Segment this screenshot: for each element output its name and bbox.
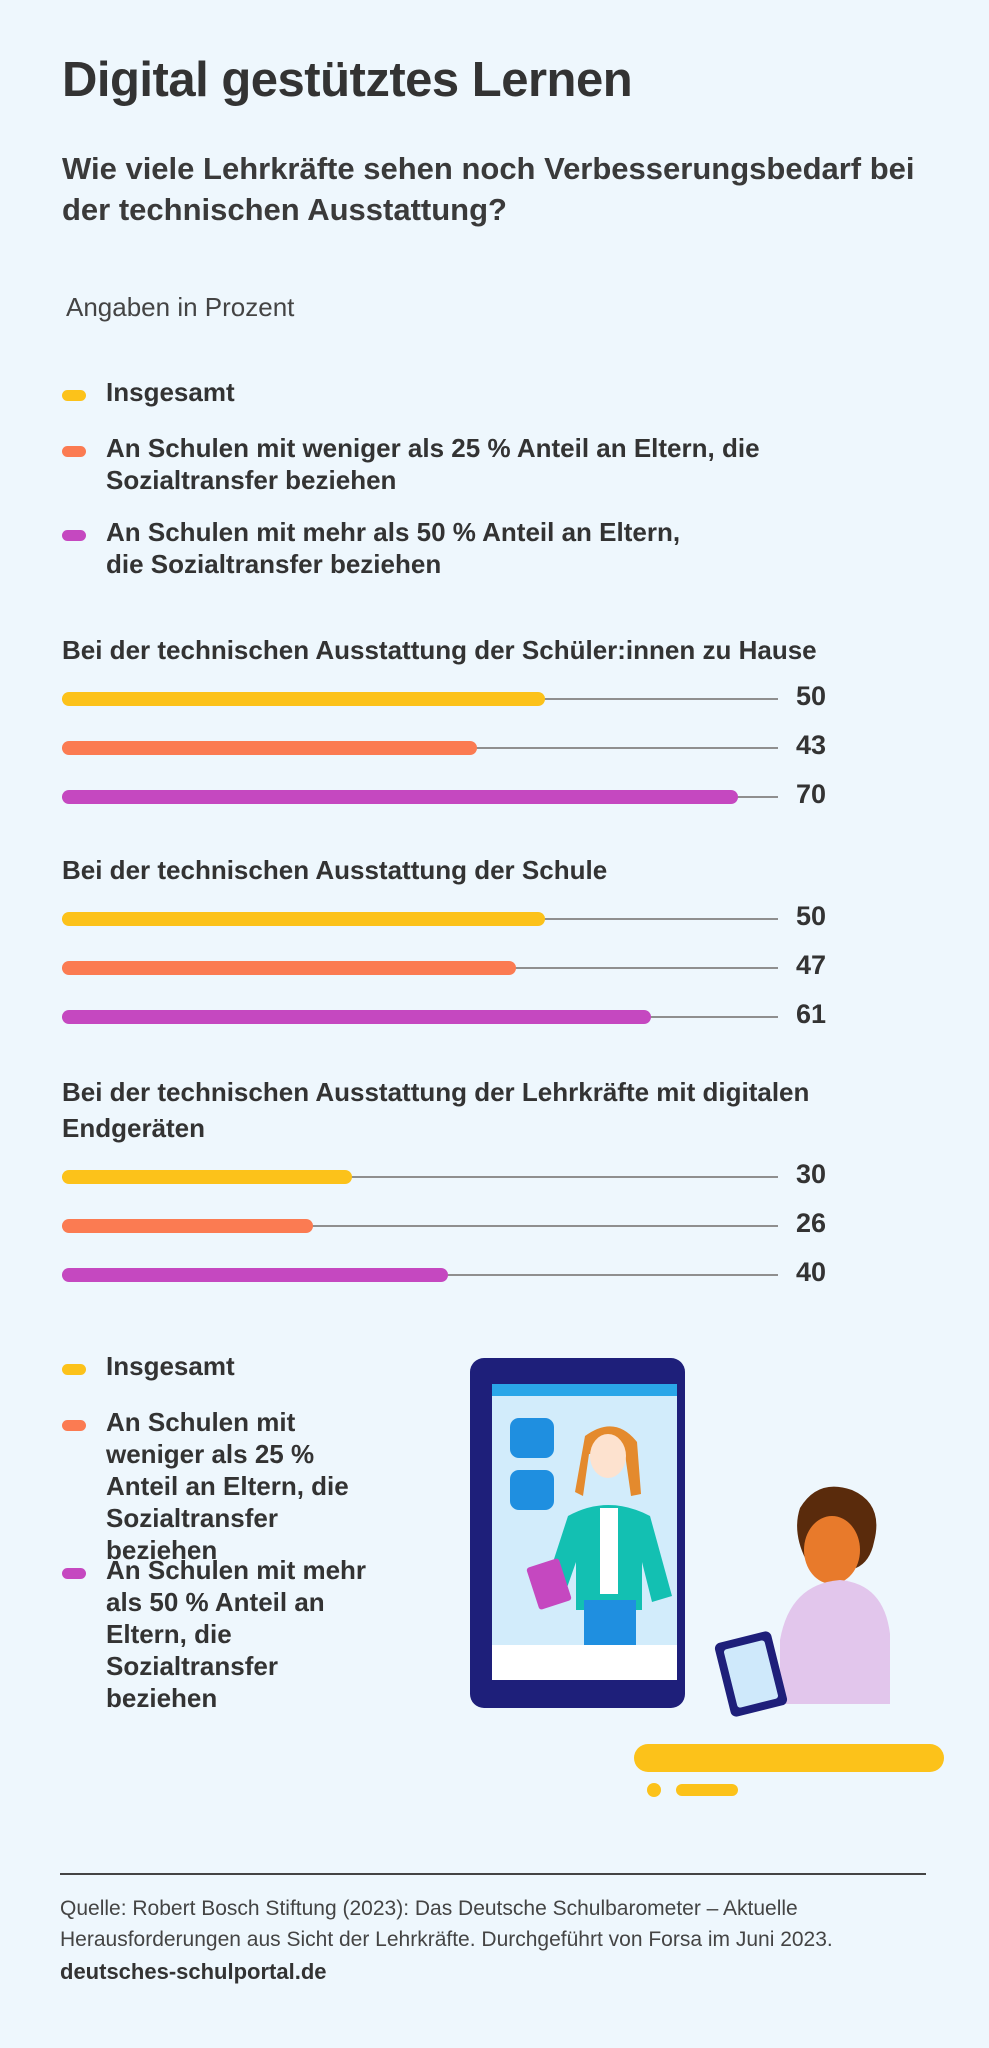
bar-row: 43 xyxy=(62,730,942,763)
bar xyxy=(62,1268,448,1282)
chart-title: Digital gestütztes Lernen xyxy=(62,53,633,107)
legend-swatch xyxy=(62,1568,86,1579)
bar-row: 47 xyxy=(62,950,942,983)
bar xyxy=(62,961,516,975)
legend-item-insgesamt: Insgesamt xyxy=(62,1350,235,1382)
legend-label: An Schulen mit weniger als 25 % Anteil a… xyxy=(106,433,760,495)
legend-item-insgesamt: Insgesamt xyxy=(62,376,235,408)
tablet-top-strip xyxy=(492,1384,677,1396)
bar xyxy=(62,912,545,926)
bar-value-label: 61 xyxy=(796,999,827,1029)
legend-item-under-25: An Schulen mit weniger als 25 % Anteil a… xyxy=(62,1406,382,1566)
bar-value-label: 40 xyxy=(796,1257,827,1287)
group-title: Bei der technischen Ausstattung der Schu… xyxy=(62,855,608,885)
bar-track xyxy=(62,1225,778,1227)
bar xyxy=(62,790,738,804)
teacher-face xyxy=(590,1434,626,1478)
bar-row: 50 xyxy=(62,901,942,934)
bar-value-label: 30 xyxy=(796,1159,827,1189)
bar xyxy=(62,1219,313,1233)
bar-value-label: 50 xyxy=(796,681,827,711)
desk xyxy=(634,1744,944,1772)
app-icon xyxy=(510,1418,554,1458)
teacher-hair xyxy=(575,1426,641,1496)
legend-swatch xyxy=(62,1364,86,1375)
bar-value-label: 70 xyxy=(796,779,827,809)
legend-swatch xyxy=(62,390,86,401)
legend-label: Insgesamt xyxy=(106,1351,235,1381)
unit-label: Angaben in Prozent xyxy=(66,292,295,322)
legend-label: An Schulen mit mehr als 50 % Anteil an E… xyxy=(106,517,681,579)
tablet-student-illustration xyxy=(470,1358,944,1797)
bar-value-label: 47 xyxy=(796,950,827,980)
chart-subtitle: Wie viele Lehrkräfte sehen noch Verbesse… xyxy=(62,151,915,227)
legend-item-over-50: An Schulen mit mehr als 50 % Anteil an E… xyxy=(62,516,702,580)
bar xyxy=(62,692,545,706)
legend-item-over-50: An Schulen mit mehr als 50 % Anteil an E… xyxy=(62,1554,382,1714)
bar-row: 70 xyxy=(62,779,942,812)
legend-swatch xyxy=(62,446,86,457)
group-title: Bei der technischen Ausstattung der Lehr… xyxy=(62,1077,810,1143)
bar xyxy=(62,741,477,755)
bar-row: 50 xyxy=(62,681,942,714)
book xyxy=(526,1558,572,1610)
desk-dot xyxy=(647,1783,661,1797)
app-icon xyxy=(510,1470,554,1510)
legend-label: Insgesamt xyxy=(106,377,235,407)
legend-swatch xyxy=(62,530,86,541)
legend-item-under-25: An Schulen mit weniger als 25 % Anteil a… xyxy=(62,432,762,496)
legend-label: An Schulen mit mehr als 50 % Anteil an E… xyxy=(106,1555,367,1713)
bar-value-label: 43 xyxy=(796,730,827,760)
legend-swatch xyxy=(62,1420,86,1431)
teacher-pants xyxy=(584,1600,636,1645)
bar-value-label: 50 xyxy=(796,901,827,931)
desk-line xyxy=(676,1784,738,1796)
tablet-bottom-strip xyxy=(492,1645,677,1680)
legend-label: An Schulen mit weniger als 25 % Anteil a… xyxy=(106,1407,349,1565)
bar-row: 26 xyxy=(62,1208,942,1241)
bar-row: 30 xyxy=(62,1159,942,1192)
student-face xyxy=(804,1516,860,1584)
student-body xyxy=(780,1580,890,1704)
bar-track xyxy=(62,1176,778,1178)
bar xyxy=(62,1010,651,1024)
teacher-shirt xyxy=(600,1508,618,1594)
small-tablet-screen xyxy=(724,1640,778,1708)
site-name: deutsches-schulportal.de xyxy=(60,1959,327,1984)
bar xyxy=(62,1170,352,1184)
source-note: Quelle: Robert Bosch Stiftung (2023): Da… xyxy=(60,1897,833,1951)
bar-row: 61 xyxy=(62,999,942,1032)
bar-row: 40 xyxy=(62,1257,942,1290)
bar-value-label: 26 xyxy=(796,1208,827,1238)
group-title: Bei der technischen Ausstattung der Schü… xyxy=(62,635,817,665)
source-divider xyxy=(60,1873,926,1875)
